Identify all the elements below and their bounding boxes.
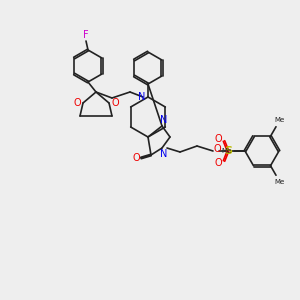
Text: O: O bbox=[132, 153, 140, 163]
Text: Me: Me bbox=[275, 179, 285, 185]
Text: F: F bbox=[83, 30, 89, 40]
Text: N: N bbox=[160, 149, 168, 159]
Text: Me: Me bbox=[275, 117, 285, 123]
Text: N: N bbox=[138, 92, 146, 102]
Text: O: O bbox=[214, 158, 222, 168]
Text: Me: Me bbox=[221, 148, 231, 154]
Text: N: N bbox=[160, 115, 168, 125]
Text: S: S bbox=[224, 146, 232, 156]
Text: O: O bbox=[213, 144, 221, 154]
Text: O: O bbox=[111, 98, 119, 108]
Text: O: O bbox=[214, 134, 222, 144]
Text: O: O bbox=[73, 98, 81, 108]
